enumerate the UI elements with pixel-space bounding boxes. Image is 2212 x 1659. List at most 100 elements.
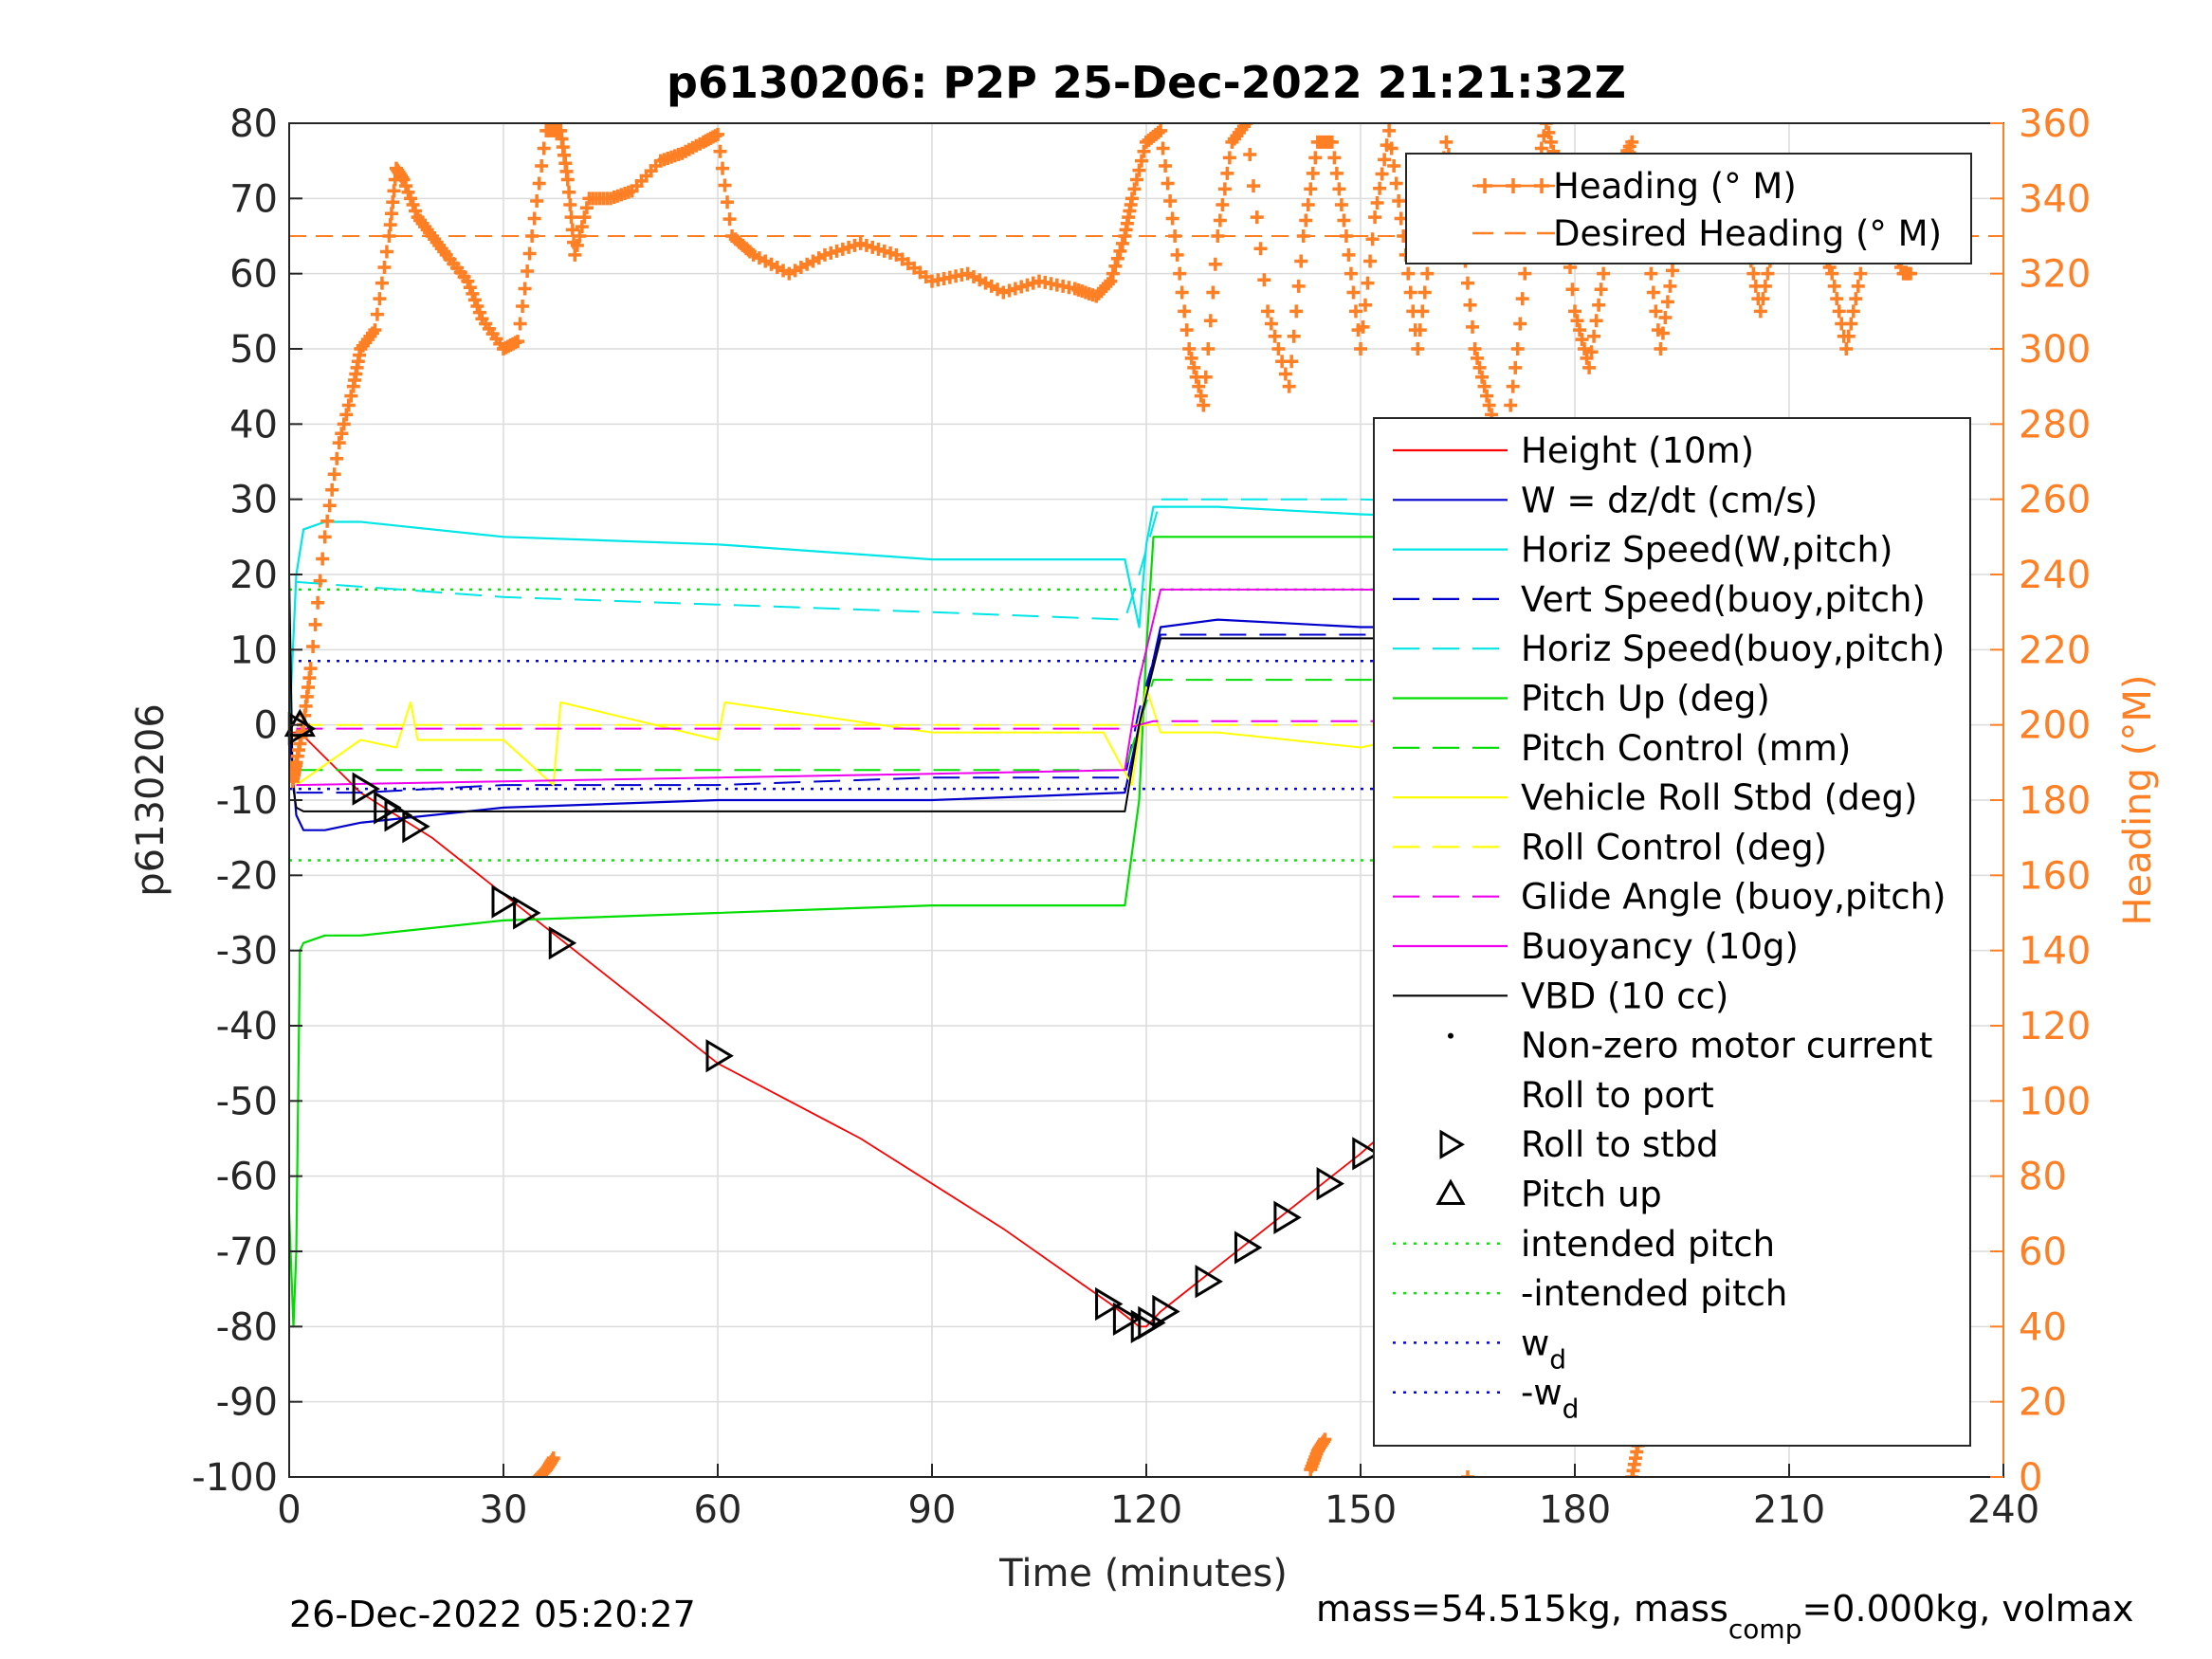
heading-marker: [1510, 342, 1525, 356]
footer-mass: mass=54.515kg, masscomp=0.000kg, volmax: [1316, 1588, 2133, 1645]
footer-mass-sub: comp: [1728, 1613, 1802, 1645]
heading-marker: [1278, 367, 1292, 381]
heading-marker: [1646, 285, 1660, 300]
heading-marker: [404, 191, 418, 206]
heading-marker: [511, 335, 525, 349]
legend-label: Roll to stbd: [1521, 1124, 1719, 1165]
heading-marker: [1649, 304, 1663, 319]
y-tick-label-right: 80: [2019, 1156, 2067, 1199]
heading-marker: [1308, 151, 1323, 165]
heading-marker: [1329, 166, 1344, 180]
heading-marker: [1264, 317, 1278, 331]
legend-label: Roll Control (deg): [1521, 827, 1827, 867]
heading-marker: [1250, 210, 1264, 225]
heading-marker: [1839, 342, 1854, 356]
footer-date: 26-Dec-2022 05:20:27: [289, 1594, 696, 1635]
y-tick-label-left: -80: [216, 1305, 278, 1349]
y-tick-label-right: 40: [2019, 1305, 2067, 1349]
x-tick-label: 0: [277, 1488, 301, 1532]
x-tick-label: 210: [1753, 1488, 1825, 1532]
heading-marker: [330, 451, 344, 465]
heading-marker: [384, 207, 398, 221]
legend-label: Pitch Control (mm): [1521, 728, 1851, 769]
heading-marker: [1480, 389, 1494, 403]
legend-label: Buoyancy (10g): [1521, 926, 1799, 967]
heading-marker: [1401, 266, 1416, 281]
legend-label-text: Vert Speed(buoy,pitch): [1521, 579, 1926, 620]
heading-marker: [1334, 197, 1348, 211]
heading-marker: [1271, 342, 1286, 356]
y-tick-label-right: 60: [2019, 1231, 2067, 1274]
heading-marker: [1849, 292, 1863, 306]
heading-marker: [470, 300, 484, 314]
legend-label: Height (10m): [1521, 430, 1754, 471]
heading-marker: [711, 127, 724, 141]
heading-marker: [1565, 283, 1580, 297]
heading-marker: [1471, 351, 1485, 365]
heading-marker: [1466, 319, 1480, 334]
heading-marker: [1163, 193, 1178, 208]
legend-label: Glide Angle (buoy,pitch): [1521, 877, 1946, 918]
legend-label-text: Roll to stbd: [1521, 1124, 1719, 1165]
legend-label: Pitch up: [1521, 1175, 1662, 1215]
heading-marker: [713, 144, 727, 158]
heading-marker: [1318, 1432, 1332, 1447]
legend-label-text: intended pitch: [1521, 1224, 1775, 1265]
legend-label-text: Buoyancy (10g): [1521, 926, 1799, 967]
heading-marker: [386, 195, 400, 210]
heading-marker: [521, 264, 535, 279]
y-tick-label-left: -70: [216, 1231, 278, 1274]
heading-marker: [1475, 370, 1490, 384]
heading-marker: [716, 161, 730, 175]
legend-label-text: Height (10m): [1521, 430, 1754, 471]
x-tick-label: 30: [480, 1488, 528, 1532]
heading-marker: [1203, 314, 1217, 328]
heading-marker: [579, 201, 594, 215]
y-tick-label-right: 180: [2019, 779, 2091, 823]
heading-marker: [1851, 279, 1865, 293]
heading-marker: [1124, 191, 1139, 206]
heading-marker: [1761, 266, 1775, 281]
footer-mass-tail: =0.000kg, volmax: [1801, 1588, 2133, 1630]
heading-marker: [1170, 247, 1184, 262]
heading-marker: [1417, 285, 1432, 300]
legend-label: Vert Speed(buoy,pitch): [1521, 579, 1926, 620]
heading-marker: [527, 211, 541, 226]
heading-marker: [344, 389, 358, 403]
heading-marker: [525, 229, 539, 243]
heading-marker: [565, 223, 579, 237]
heading-marker: [1287, 329, 1301, 343]
heading-marker: [1392, 193, 1406, 208]
heading-marker: [1665, 264, 1679, 278]
heading-marker: [537, 141, 551, 155]
heading-marker: [1179, 323, 1194, 337]
heading-marker: [370, 307, 384, 321]
heading-marker: [1904, 266, 1918, 281]
heading-marker: [1582, 360, 1597, 374]
roll-stbd-marker: [705, 1039, 734, 1073]
heading-marker: [1247, 179, 1260, 193]
heading-marker: [1356, 319, 1370, 334]
legend-label-sub: d: [1549, 1343, 1566, 1375]
heading-marker: [1156, 141, 1170, 155]
x-tick-label: 60: [694, 1488, 742, 1532]
heading-marker: [721, 195, 735, 210]
heading-marker: [461, 274, 475, 288]
y-tick-label-right: 340: [2019, 177, 2091, 221]
legend-heading-label: Heading (° M): [1553, 166, 1797, 207]
heading-marker: [1592, 298, 1606, 312]
heading-marker: [575, 220, 589, 234]
heading-marker: [409, 204, 423, 218]
y-tick-label-right: 360: [2019, 102, 2091, 146]
y-tick-label-left: -60: [216, 1156, 278, 1199]
heading-marker: [1359, 298, 1373, 312]
heading-marker: [1584, 345, 1599, 359]
roll-stbd-marker: [1195, 1265, 1223, 1299]
y-tick-label-right: 320: [2019, 253, 2091, 297]
heading-marker: [1439, 135, 1453, 149]
heading-marker: [1194, 389, 1208, 403]
heading-marker: [1106, 266, 1120, 281]
heading-marker: [1115, 236, 1129, 250]
heading-marker: [1184, 351, 1198, 365]
